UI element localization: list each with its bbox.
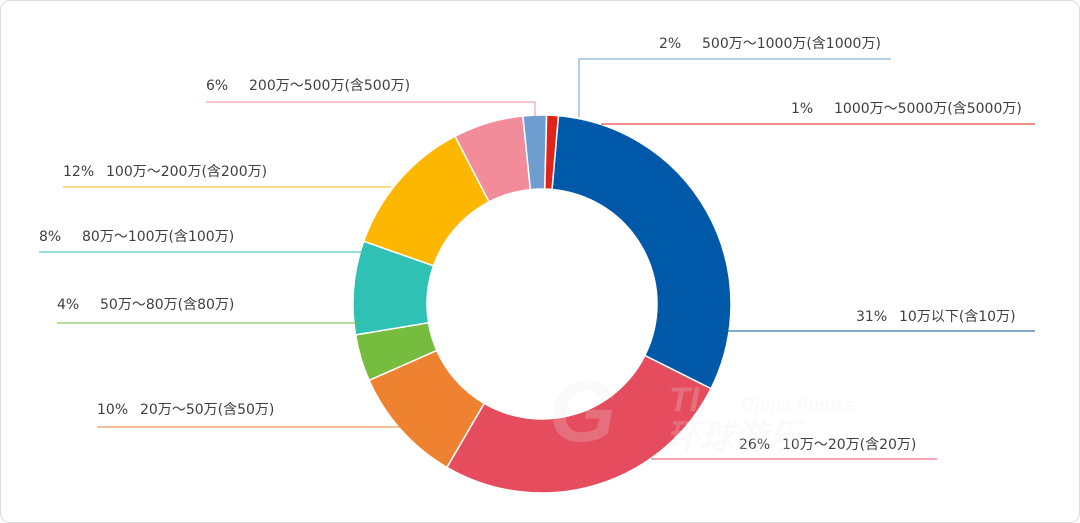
watermark-sub: China Amuse (741, 395, 855, 415)
slice-0[interactable] (551, 114, 732, 390)
category-label-1: 10万～20万(含20万) (782, 437, 916, 453)
percent-label-0: 31% (856, 309, 887, 325)
percent-label-1: 26% (739, 437, 770, 453)
percent-label-3: 4% (57, 297, 79, 313)
percent-label-5: 12% (63, 164, 94, 180)
category-label-3: 50万～80万(含80万) (100, 297, 234, 313)
category-label-5: 100万～200万(含200万) (106, 164, 267, 180)
slice-1[interactable] (445, 354, 713, 494)
watermark-g: G (549, 364, 616, 460)
slice-8[interactable] (544, 114, 560, 191)
category-label-2: 20万～50万(含50万) (140, 402, 274, 418)
leader-line-8 (601, 123, 1035, 125)
percent-label-7: 2% (659, 36, 681, 52)
percent-label-4: 8% (39, 229, 61, 245)
percent-label-2: 10% (97, 402, 128, 418)
watermark-brand: 环球游乐 (666, 418, 805, 456)
percent-label-6: 6% (206, 78, 228, 94)
watermark-main: TI (669, 381, 701, 419)
category-label-4: 80万～100万(含100万) (82, 229, 234, 245)
watermark-logo: G TI China Amuse 环球游乐 (549, 364, 855, 460)
leader-line-7 (578, 58, 891, 117)
category-label-8: 1000万～5000万(含5000万) (834, 101, 1022, 117)
category-label-6: 200万～500万(含500万) (249, 78, 410, 94)
percent-label-8: 1% (791, 101, 813, 117)
category-label-0: 10万以下(含10万) (899, 309, 1016, 325)
category-label-7: 500万～1000万(含1000万) (702, 36, 881, 52)
leader-line-6 (206, 101, 536, 116)
